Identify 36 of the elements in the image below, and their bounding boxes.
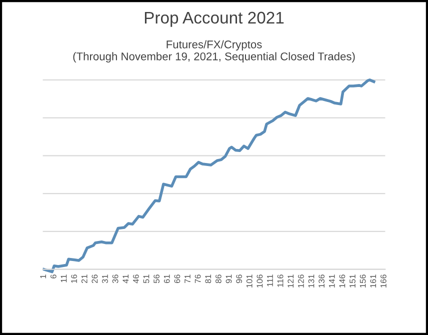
x-tick-label: 121 xyxy=(288,274,294,288)
x-tick-label: 26 xyxy=(92,274,98,284)
x-tick-label: 146 xyxy=(339,274,346,288)
x-tick-label: 36 xyxy=(112,274,118,284)
x-tick-label: 71 xyxy=(184,274,190,284)
x-tick-label: 136 xyxy=(318,274,325,288)
x-tick-label: 156 xyxy=(360,274,366,288)
x-tick-label: 86 xyxy=(215,274,222,284)
x-tick-label: 111 xyxy=(267,274,273,286)
x-tick-label: 101 xyxy=(246,274,252,288)
x-tick-label: 141 xyxy=(329,274,335,288)
x-tick-label: 166 xyxy=(380,274,386,288)
x-tick-label: 81 xyxy=(205,274,212,284)
x-tick-label: 66 xyxy=(174,274,180,284)
x-tick-label: 11 xyxy=(60,274,67,282)
x-tick-label: 106 xyxy=(256,274,263,288)
x-tick-label: 41 xyxy=(122,274,128,284)
chart-title: Prop Account 2021 xyxy=(144,12,284,27)
x-tick-label: 91 xyxy=(226,274,232,284)
x-tick-label: 61 xyxy=(164,274,170,284)
x-tick-label: 1 xyxy=(40,274,46,278)
x-tick-label: 21 xyxy=(81,274,88,284)
x-tick-label: 151 xyxy=(350,274,356,288)
x-tick-label: 96 xyxy=(236,274,242,284)
x-tick-label: 46 xyxy=(132,274,139,284)
x-tick-label: 51 xyxy=(143,274,150,284)
x-tick-label: 6 xyxy=(50,274,56,278)
x-tick-label: 161 xyxy=(370,274,376,288)
x-tick-label: 131 xyxy=(308,274,314,288)
chart-subtitle: Futures/FX/Cryptos (Through November 19, 2021, Sequential Closed Trades) xyxy=(73,40,355,63)
x-tick-label: 16 xyxy=(71,274,78,283)
x-tick-label: 76 xyxy=(194,274,201,284)
x-tick-label: 116 xyxy=(277,274,284,287)
x-tick-label: 126 xyxy=(298,274,304,288)
x-tick-label: 31 xyxy=(102,274,108,284)
x-tick-label: 56 xyxy=(154,274,160,284)
